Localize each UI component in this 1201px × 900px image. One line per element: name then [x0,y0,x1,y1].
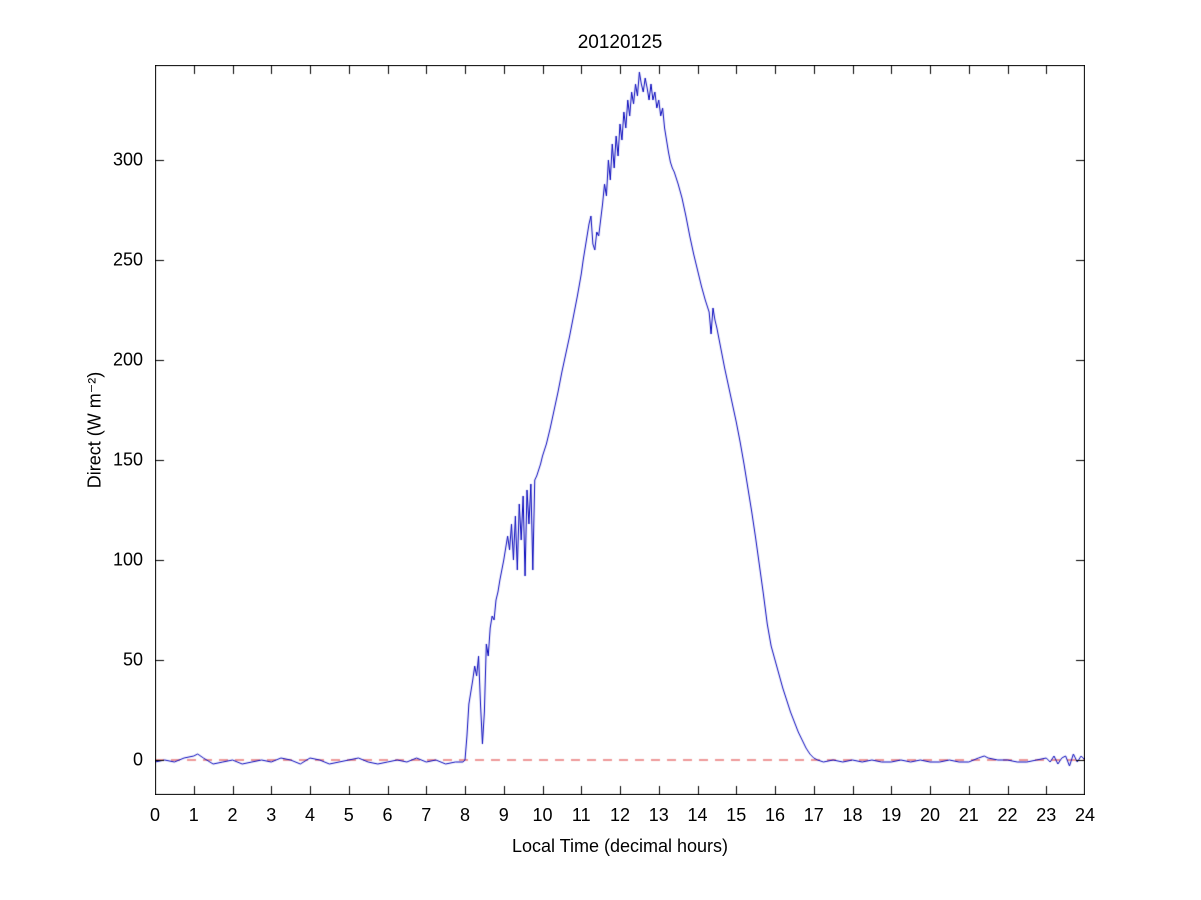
x-tick-label: 8 [459,805,471,825]
chart-title: 20120125 [577,32,663,53]
x-axis-label: Local Time (decimal hours) [511,836,729,856]
x-tick-label: 21 [958,805,979,825]
y-tick-label: 200 [112,349,143,370]
y-axis-label: Direct (W m⁻²) [84,371,105,489]
plot-canvas [155,65,1085,795]
x-tick-label: 19 [881,805,902,825]
y-tick-label: 50 [122,649,143,670]
y-tick-label: 150 [112,449,143,470]
x-tick-label: 18 [842,805,863,825]
x-tick-label: 3 [266,805,277,825]
y-tick-label: 100 [112,549,143,570]
x-tick-label: 23 [1036,805,1057,825]
y-tick-label: 300 [112,149,143,170]
x-tick-label: 12 [609,805,631,825]
x-tick-label: 9 [498,805,509,825]
x-tick-label: 0 [149,805,161,825]
x-tick-label: 10 [532,805,553,825]
x-tick-label: 5 [343,805,354,825]
x-tick-label: 22 [997,805,1018,825]
x-tick-label: 15 [726,805,747,825]
y-tick-label: 0 [132,749,143,770]
x-tick-label: 20 [919,805,941,825]
x-tick-label: 14 [687,805,708,825]
x-tick-label: 24 [1074,805,1096,825]
x-tick-label: 16 [764,805,786,825]
x-tick-label: 7 [421,805,432,825]
x-tick-label: 4 [304,805,316,825]
x-tick-label: 11 [571,805,591,825]
x-tick-label: 6 [382,805,393,825]
x-tick-label: 17 [803,805,824,825]
x-tick-label: 13 [648,805,669,825]
x-tick-label: 1 [188,805,199,825]
x-tick-label: 2 [227,805,238,825]
y-tick-label: 250 [112,249,143,270]
